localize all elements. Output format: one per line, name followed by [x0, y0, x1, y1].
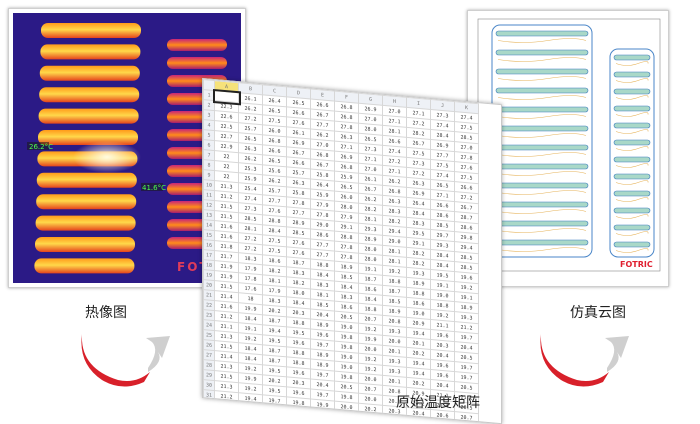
row-number: 31: [203, 389, 215, 401]
sim-tube: [495, 125, 589, 132]
sim-contour: [615, 61, 649, 66]
sim-tube: [613, 139, 651, 146]
left-tube: [36, 172, 137, 188]
sim-contour: [497, 133, 587, 138]
sim-tube: [495, 49, 589, 56]
matrix-cell[interactable]: 19.6: [262, 404, 287, 417]
sim-contour: [615, 95, 649, 100]
matrix-cell[interactable]: 20.0: [334, 401, 359, 414]
sim-contour: [615, 180, 649, 185]
sim-tube: [613, 105, 651, 112]
sim-contour: [497, 114, 587, 119]
sim-contour: [615, 248, 649, 253]
sim-contour: [497, 190, 587, 195]
matrix-cell[interactable]: 19.8: [286, 396, 311, 409]
sim-contour: [497, 247, 587, 252]
sim-contour: [615, 112, 649, 117]
matrix-cell[interactable]: 19.8: [310, 408, 335, 422]
sim-tube: [495, 239, 589, 246]
sim-tube: [495, 182, 589, 189]
right-tube: [167, 57, 227, 69]
simulation-left-radiator: [491, 24, 593, 258]
sim-tube: [613, 224, 651, 231]
curved-arrow-right: [540, 334, 629, 387]
matrix-cell[interactable]: 19.9: [334, 411, 359, 424]
curved-arrow-left: [81, 334, 170, 387]
sim-contour: [497, 209, 587, 214]
right-tube: [167, 39, 227, 51]
sim-tube: [613, 71, 651, 78]
matrix-cell[interactable]: 20.2: [382, 415, 407, 424]
sim-contour: [497, 38, 587, 43]
matrix-caption: 原始温度矩阵: [396, 395, 480, 411]
fotric-logo-simulation: FOTRIC: [620, 260, 653, 269]
sim-tube: [613, 241, 651, 248]
left-tube: [38, 108, 139, 124]
sim-contour: [497, 152, 587, 157]
left-tube: [39, 87, 140, 103]
temperature-marker-left: 26.2°C: [29, 143, 53, 151]
sim-tube: [495, 220, 589, 227]
matrix-cell[interactable]: 19.7: [262, 394, 287, 407]
sim-tube: [495, 144, 589, 151]
matrix-cell[interactable]: 19.9: [310, 398, 335, 412]
sim-tube: [495, 30, 589, 37]
sim-contour: [497, 57, 587, 62]
left-tube: [41, 23, 141, 38]
matrix-cell[interactable]: 19.4: [238, 392, 263, 405]
sim-contour: [497, 228, 587, 233]
simulation-panel: FOTRIC: [467, 10, 669, 287]
sim-contour: [497, 76, 587, 81]
sim-tube: [495, 68, 589, 75]
sim-contour: [497, 171, 587, 176]
sim-tube: [613, 190, 651, 197]
matrix-cell[interactable]: 20.7: [454, 411, 479, 424]
matrix-cell[interactable]: 21.3: [214, 400, 239, 413]
left-tube: [34, 258, 135, 274]
temperature-marker-center: 41.6°C: [142, 184, 166, 192]
left-tube: [38, 130, 138, 145]
left-tube: [40, 44, 141, 60]
sim-tube: [613, 156, 651, 163]
sim-contour: [615, 146, 649, 151]
sim-contour: [497, 95, 587, 100]
sim-tube: [613, 54, 651, 61]
sim-contour: [615, 214, 649, 219]
left-tube: [35, 237, 135, 252]
matrix-cell[interactable]: 19.7: [286, 406, 311, 419]
sim-tube: [613, 173, 651, 180]
sim-tube: [613, 207, 651, 214]
matrix-cell[interactable]: 20.3: [406, 417, 431, 424]
simulation-caption: 仿真云图: [570, 305, 626, 321]
thermal-image-panel: 26.2°C 41.6°C FOTRIC: [8, 8, 246, 288]
spreadsheet-table: A B C D E F G H I J K 1 26.1 26.4 26.5 26.6 26.8 26.9 27.0…: [203, 79, 479, 424]
matrix-cell[interactable]: 21.2: [214, 390, 239, 403]
sim-tube: [495, 201, 589, 208]
matrix-cell[interactable]: 20.2: [358, 403, 383, 416]
temperature-matrix-spreadsheet: A B C D E F G H I J K 1 26.1 26.4 26.5 26.6 26.8 26.9 27.0…: [202, 78, 502, 424]
sim-tube: [613, 122, 651, 129]
sim-tube: [495, 106, 589, 113]
sim-contour: [615, 78, 649, 83]
matrix-cell[interactable]: 20.5: [430, 419, 455, 424]
left-tube: [35, 215, 136, 231]
matrix-cell[interactable]: 19.3: [238, 402, 263, 415]
simulation-right-radiator: [609, 48, 655, 258]
sim-contour: [615, 129, 649, 134]
simulation-contour-image: FOTRIC: [477, 18, 661, 272]
sim-contour: [615, 231, 649, 236]
thermal-caption: 热像图: [85, 305, 127, 321]
sim-contour: [615, 163, 649, 168]
row-number: 32: [203, 399, 215, 411]
sim-tube: [613, 88, 651, 95]
sim-tube: [495, 87, 589, 94]
sim-tube: [495, 163, 589, 170]
left-tube: [39, 65, 140, 81]
sim-contour: [615, 197, 649, 202]
left-tube: [36, 194, 137, 210]
